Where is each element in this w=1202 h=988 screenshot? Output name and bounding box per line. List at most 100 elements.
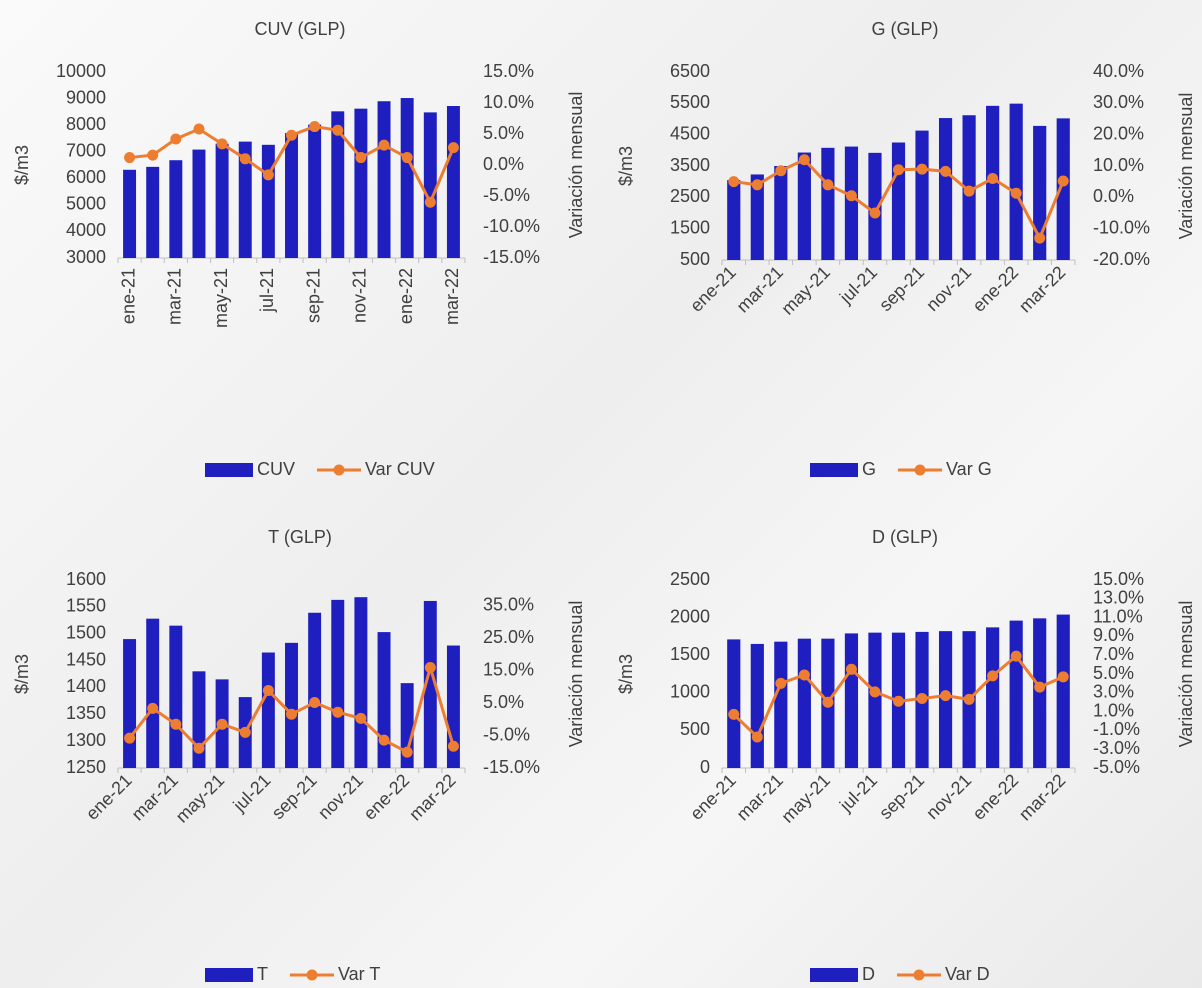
line-point xyxy=(728,708,740,720)
line-point xyxy=(401,152,413,164)
line-point xyxy=(170,718,182,730)
bar xyxy=(797,152,811,260)
y2-tick-label: 7.0% xyxy=(1093,644,1134,664)
y2-tick-label: 35.0% xyxy=(483,595,534,615)
x-tick-label: ene-21 xyxy=(82,770,136,824)
y2-tick-label: -1.0% xyxy=(1093,719,1140,739)
bar xyxy=(844,146,859,260)
line-point xyxy=(940,690,952,702)
y-axis-title: $/m3 xyxy=(12,145,32,185)
y2-axis-title: Variación mensual xyxy=(1176,601,1196,748)
x-tick-label: sep-21 xyxy=(875,770,928,823)
y2-tick-label: -5.0% xyxy=(483,185,530,205)
line-point xyxy=(216,138,228,150)
y-tick-label: 1600 xyxy=(66,569,106,589)
legend-label: Var T xyxy=(338,964,380,984)
chart: D (GLP) 0 500 1000 1500 2000 2500 -5.0%-3.0%-1.… xyxy=(616,527,1196,984)
y2-tick-label: 5.0% xyxy=(483,692,524,712)
bar xyxy=(146,166,160,258)
bar xyxy=(446,106,460,258)
line-point xyxy=(170,133,182,145)
x-tick-label: may-21 xyxy=(777,262,834,319)
x-tick-label: nov-21 xyxy=(350,268,370,323)
x-tick-label: mar-21 xyxy=(128,770,182,824)
y-tick-label: 1400 xyxy=(66,676,106,696)
x-tick-label: mar-21 xyxy=(733,262,787,316)
y-tick-label: 1450 xyxy=(66,649,106,669)
line-point xyxy=(916,163,928,175)
line-point xyxy=(1034,232,1046,244)
y-tick-label: 4000 xyxy=(66,220,106,240)
y-tick-label: 10000 xyxy=(56,61,106,81)
bar xyxy=(938,118,953,260)
bar xyxy=(727,639,741,768)
x-tick-label: mar-21 xyxy=(165,268,185,325)
legend-swatch xyxy=(306,969,318,981)
legend-swatch xyxy=(914,464,926,476)
bar xyxy=(844,633,859,768)
line-point xyxy=(239,153,251,165)
bar xyxy=(1056,614,1070,768)
y2-tick-label: -15.0% xyxy=(483,247,540,267)
y-tick-label: 500 xyxy=(680,249,710,269)
y-tick-label: 1250 xyxy=(66,757,106,777)
legend-swatch xyxy=(810,968,858,982)
y2-axis-title: Variación mensual xyxy=(566,92,586,239)
y2-tick-label: 10.0% xyxy=(1093,155,1144,175)
x-tick-label: may-21 xyxy=(211,268,231,328)
bar xyxy=(400,683,414,768)
line-point xyxy=(916,692,928,704)
y2-tick-label: 40.0% xyxy=(1093,61,1144,81)
legend-label: T xyxy=(257,964,268,984)
y-tick-label: 5500 xyxy=(670,92,710,112)
bar xyxy=(308,124,322,259)
x-tick-label: nov-21 xyxy=(922,770,975,823)
bar xyxy=(915,130,929,260)
y-tick-label: 6000 xyxy=(66,167,106,187)
line-point xyxy=(216,718,228,730)
y2-tick-label: 25.0% xyxy=(483,627,534,647)
y-tick-label: 1550 xyxy=(66,596,106,616)
bar xyxy=(238,141,252,258)
x-tick-label: may-21 xyxy=(777,770,834,827)
y-tick-label: 1350 xyxy=(66,703,106,723)
y-tick-label: 1300 xyxy=(66,730,106,750)
x-tick-label: ene-22 xyxy=(969,770,1023,824)
bar xyxy=(261,144,275,258)
line-point xyxy=(869,207,881,219)
line-point xyxy=(822,179,834,191)
y-tick-label: 0 xyxy=(700,757,710,777)
bar xyxy=(797,638,811,768)
y-axis-title: $/m3 xyxy=(12,654,32,694)
y2-tick-label: 15.0% xyxy=(483,61,534,81)
bar xyxy=(1056,118,1070,260)
line-point xyxy=(987,173,999,185)
line-point xyxy=(124,732,136,744)
y2-tick-label: -5.0% xyxy=(483,724,530,744)
line-point xyxy=(332,124,344,136)
bar xyxy=(821,147,835,260)
line-point xyxy=(963,693,975,705)
line-point xyxy=(869,686,881,698)
bar xyxy=(727,180,741,260)
legend-swatch xyxy=(205,968,253,982)
y-tick-label: 1500 xyxy=(670,217,710,237)
y-tick-label: 2000 xyxy=(670,606,710,626)
y-tick-label: 6500 xyxy=(670,61,710,81)
bar xyxy=(868,632,882,768)
bar xyxy=(1009,103,1023,260)
line-point xyxy=(193,742,205,754)
bar xyxy=(308,612,322,768)
x-tick-label: nov-21 xyxy=(314,770,367,823)
line-point xyxy=(286,129,297,141)
bar xyxy=(261,652,275,768)
line-point xyxy=(424,662,436,674)
bar xyxy=(169,160,183,258)
y2-tick-label: 15.0% xyxy=(483,660,534,680)
y-tick-label: 1500 xyxy=(66,622,106,642)
x-tick-label: mar-22 xyxy=(1015,770,1069,824)
y2-tick-label: 10.0% xyxy=(483,92,534,112)
x-tick-label: ene-21 xyxy=(118,268,138,324)
bar xyxy=(377,101,391,258)
y-tick-label: 8000 xyxy=(66,114,106,134)
